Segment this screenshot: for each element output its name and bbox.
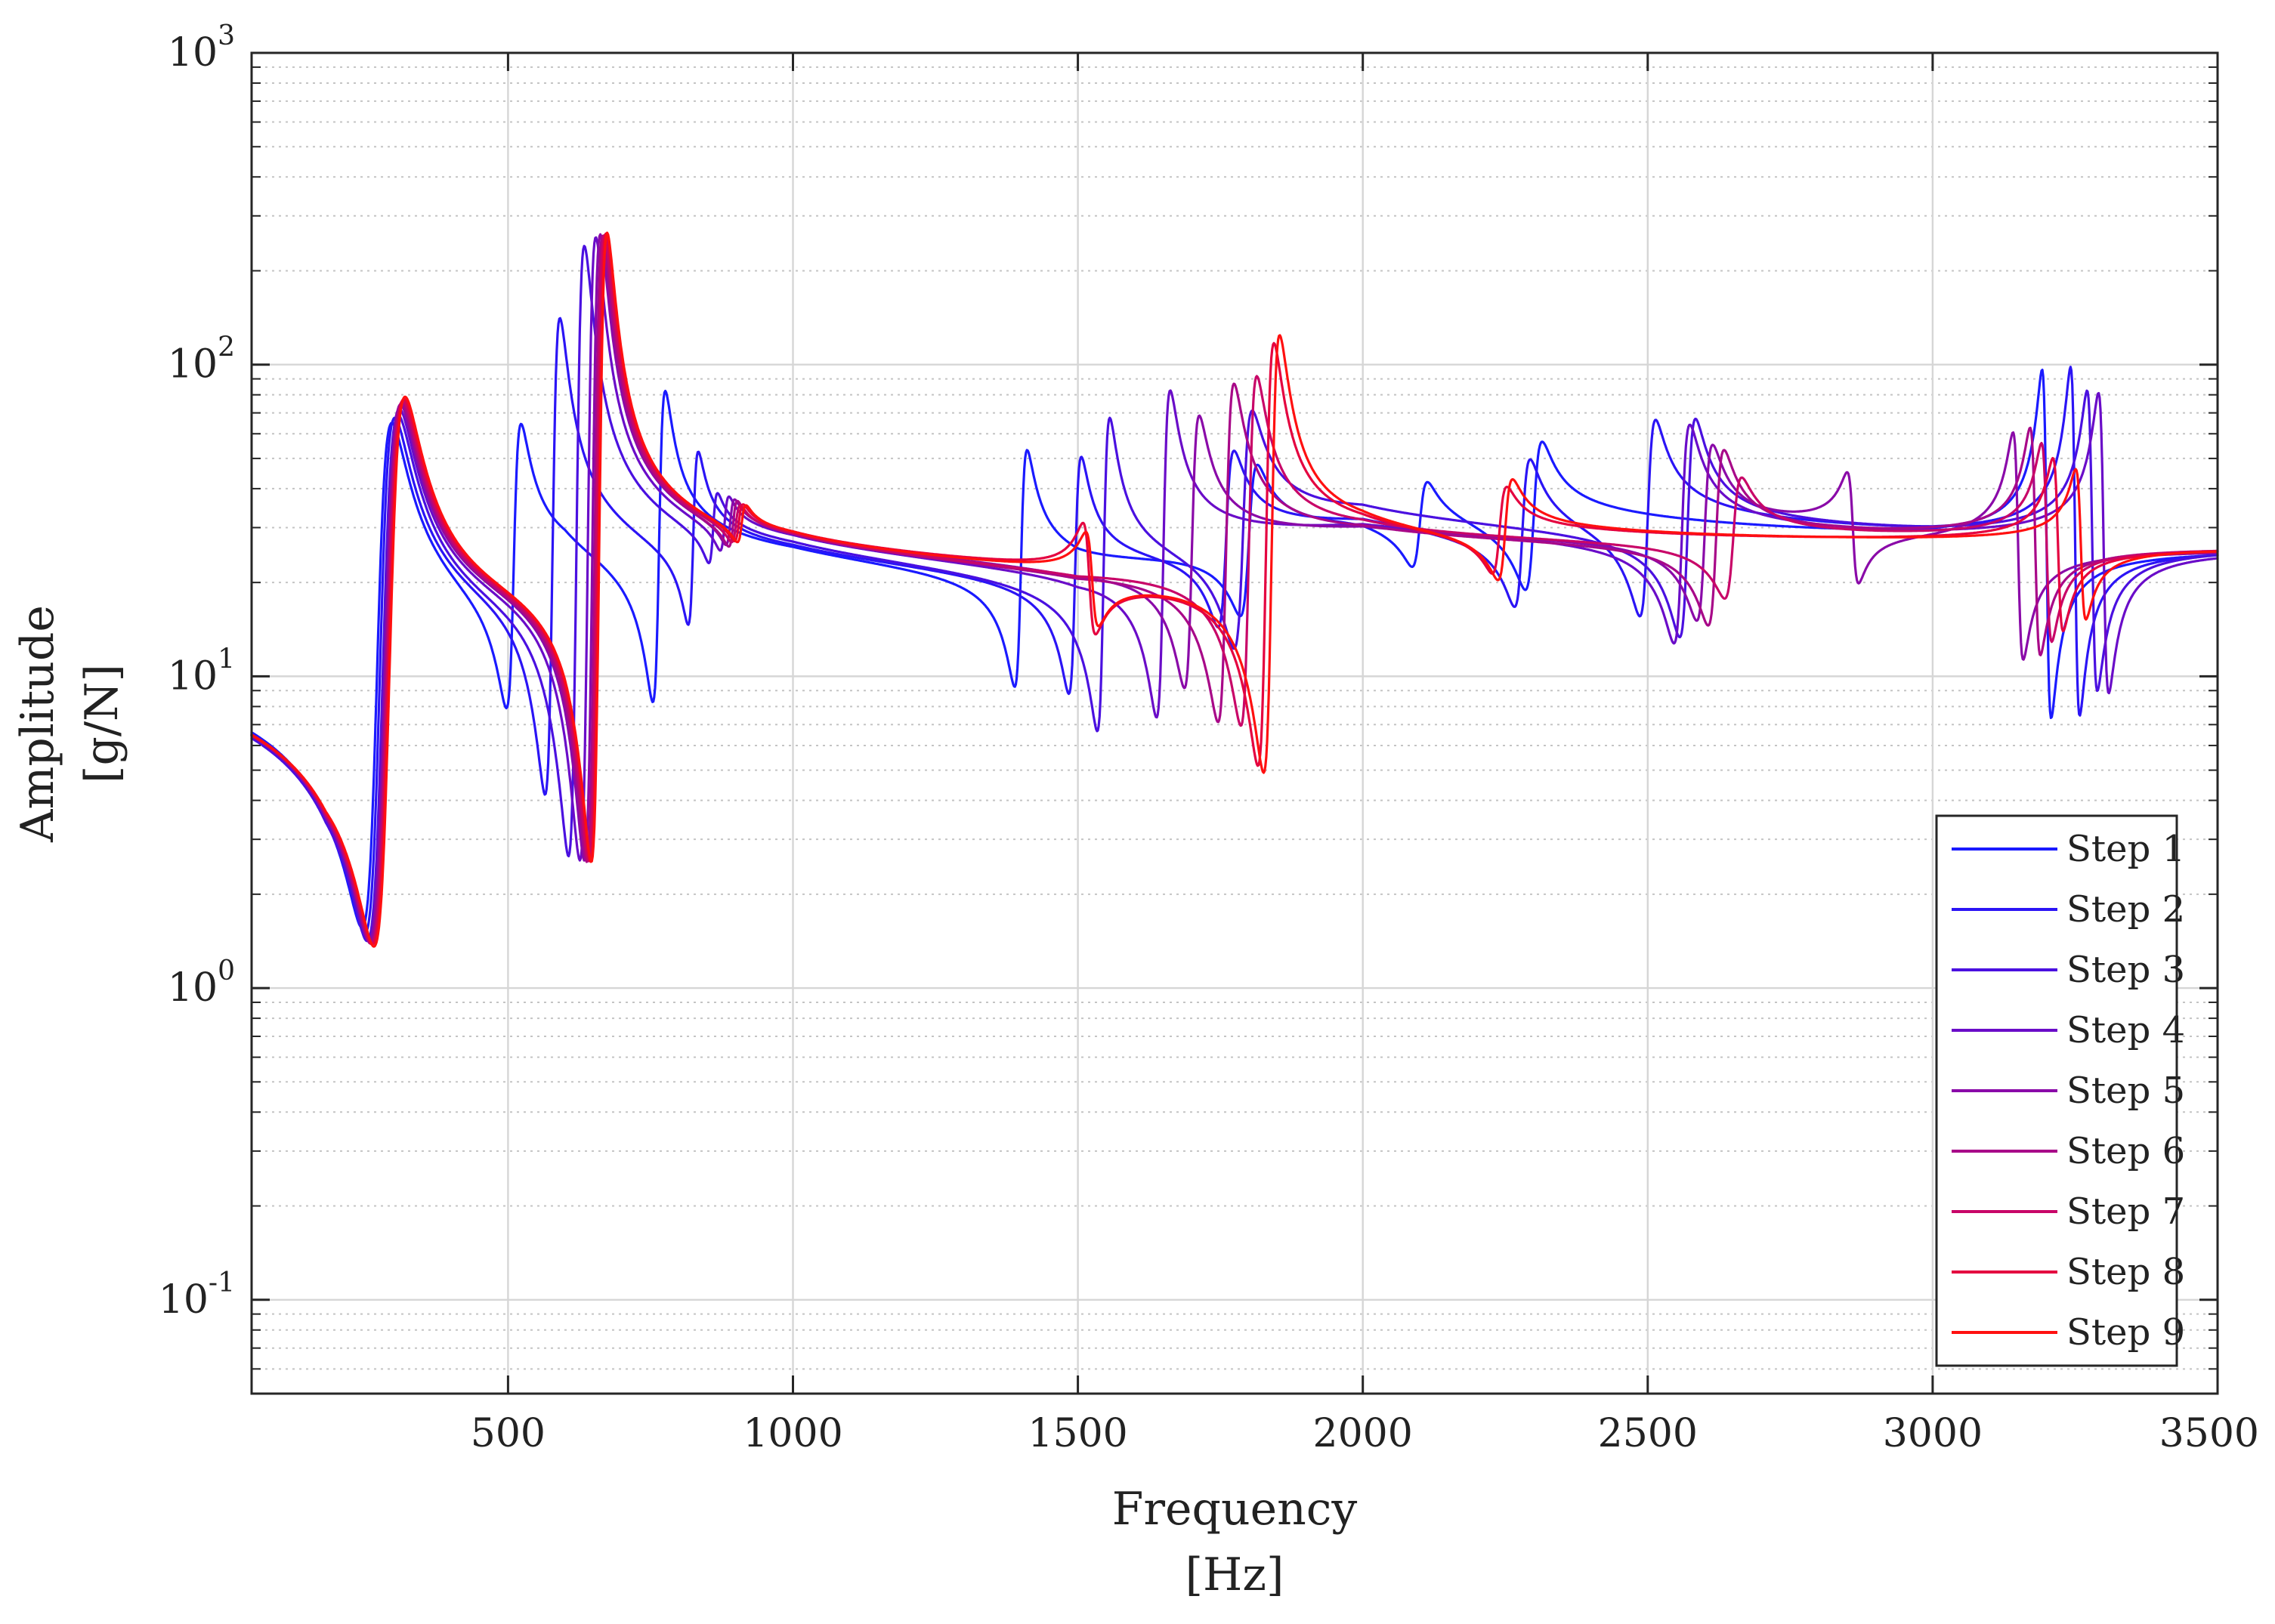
y-tick-label: 10-1: [159, 1267, 235, 1323]
legend-label: Step 5: [2066, 1070, 2185, 1112]
series-group: [250, 231, 2219, 948]
y-tick-label: 103: [168, 20, 235, 76]
x-tick-label: 1000: [743, 1411, 842, 1456]
plot-frame: [250, 51, 2219, 1395]
ticks: [252, 51, 2219, 1394]
y-tick-labels: 10-1 100 101 102 103: [159, 20, 235, 1323]
x-tick-label: 2500: [1598, 1411, 1698, 1456]
series-line-6: [250, 234, 2219, 945]
y-tick-label: 101: [168, 644, 235, 699]
legend-label: Step 1: [2066, 828, 2185, 870]
legend: Step 1 Step 2 Step 3 Step 4 Step 5 Step 6 Step…: [1935, 814, 2185, 1367]
y-axis-label: Amplitude: [11, 605, 64, 843]
x-axis-unit: [Hz]: [1185, 1548, 1284, 1601]
y-axis-unit: [g/N]: [76, 664, 128, 783]
legend-label: Step 3: [2066, 949, 2185, 991]
x-tick-labels: 500 1000 1500 2000 2500 3000 3500: [471, 1411, 2259, 1456]
legend-items: Step 1 Step 2 Step 3 Step 4 Step 5 Step 6 Step…: [1952, 828, 2185, 1354]
series-line-9: [250, 231, 2219, 948]
legend-label: Step 2: [2066, 888, 2185, 931]
legend-label: Step 7: [2066, 1190, 2185, 1233]
x-tick-label: 3500: [2159, 1411, 2259, 1456]
x-tick-label: 1500: [1028, 1411, 1127, 1456]
x-tick-label: 500: [471, 1411, 546, 1456]
x-tick-label: 3000: [1883, 1411, 1983, 1456]
y-tick-label: 102: [168, 332, 235, 387]
legend-label: Step 4: [2066, 1009, 2185, 1051]
y-tick-label: 100: [168, 956, 235, 1011]
x-axis-label: Frequency: [1112, 1483, 1358, 1536]
legend-label: Step 6: [2066, 1130, 2185, 1172]
plot-area: [252, 53, 2218, 1394]
series-line-7: [250, 233, 2219, 946]
series-line-5: [250, 233, 2219, 942]
x-tick-label: 2000: [1313, 1411, 1413, 1456]
legend-label: Step 8: [2066, 1251, 2185, 1293]
legend-label: Step 9: [2066, 1311, 2185, 1354]
